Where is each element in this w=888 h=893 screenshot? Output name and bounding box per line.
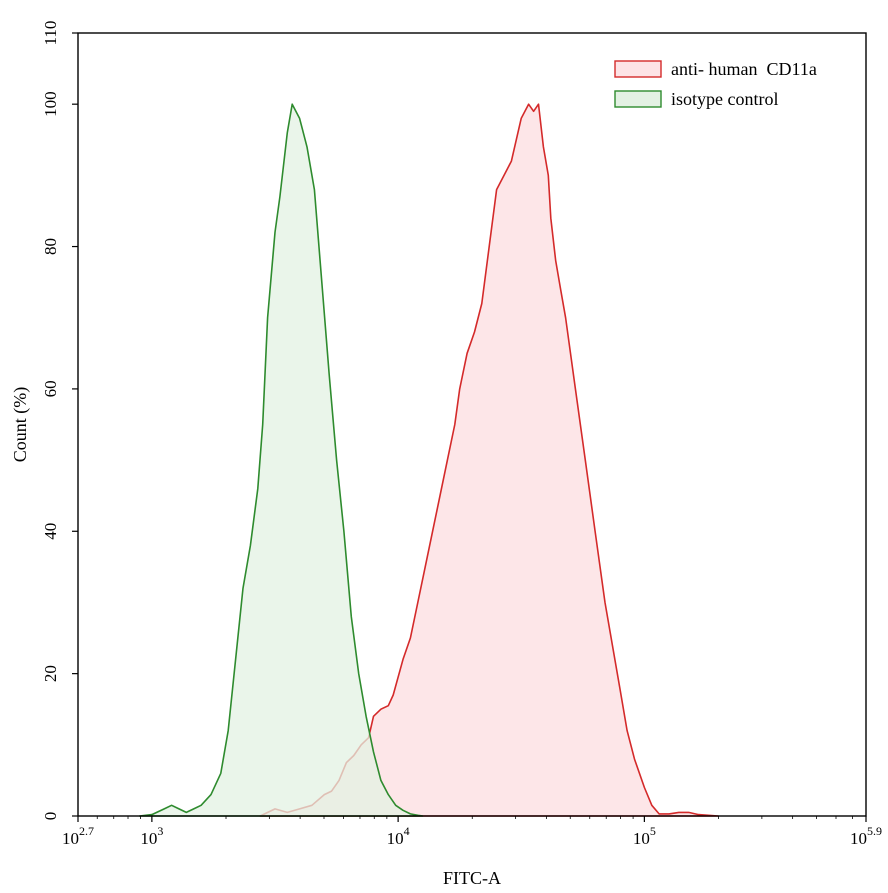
legend-label-isotype: isotype control	[671, 89, 778, 109]
y-tick-label: 60	[41, 380, 60, 397]
x-tick-label: 103	[140, 824, 163, 848]
y-tick-label: 0	[41, 812, 60, 821]
legend: anti- human CD11a isotype control	[614, 59, 817, 109]
y-tick-label: 80	[41, 238, 60, 255]
y-tick-label: 100	[41, 91, 60, 117]
y-tick-label: 40	[41, 523, 60, 540]
x-tick-label: 105	[633, 824, 656, 848]
x-tick-label: 102.7	[62, 824, 94, 848]
y-axis-label: Count (%)	[10, 387, 31, 463]
legend-swatch-isotype	[614, 90, 662, 108]
x-tick-label: 104	[387, 824, 410, 848]
x-tick-label: 105.9	[850, 824, 882, 848]
plot-area	[138, 103, 719, 817]
legend-label-cd11a: anti- human CD11a	[671, 59, 817, 79]
y-tick-label: 20	[41, 665, 60, 682]
x-axis-label: FITC-A	[443, 868, 501, 888]
legend-swatch-cd11a	[614, 60, 662, 78]
y-tick-label: 110	[41, 21, 60, 46]
axes: 0 20 40 60 80 100 110 102.7 103 104 105 105.9	[41, 21, 882, 848]
series-area-isotype	[138, 103, 424, 817]
